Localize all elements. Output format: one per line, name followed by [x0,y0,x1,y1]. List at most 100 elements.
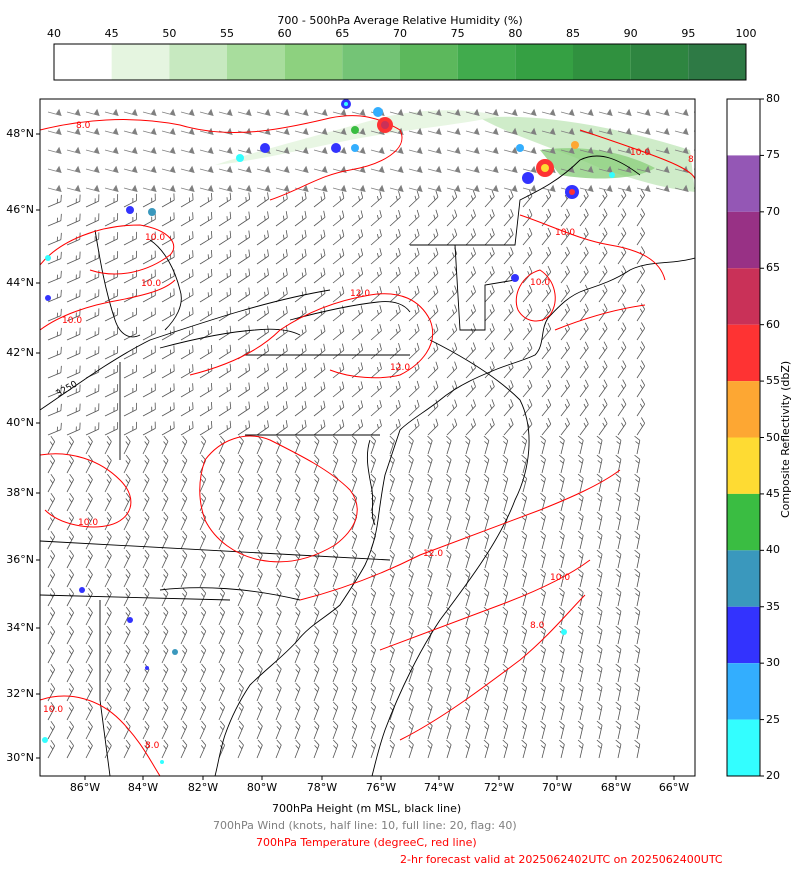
wind-barb [484,418,495,436]
wind-barb [577,739,584,759]
wind-barb [464,644,471,664]
wind-barb [370,739,377,759]
wind-barb [636,208,646,227]
wind-barb [634,492,641,512]
wind-barb [313,549,320,569]
wind-barb [180,184,195,193]
wind-barb [541,284,552,303]
wind-barb [161,530,169,550]
wind-barb [313,286,326,303]
wind-barb [596,701,603,721]
reflectivity-colorbar-segment [727,663,760,720]
wind-barb [237,401,251,417]
wind-barb [275,530,282,550]
wind-barb [256,587,263,607]
wind-barb [579,208,589,227]
wind-barb [256,382,269,398]
wind-barb [521,511,527,531]
rh-colorbar-tick: 65 [335,27,350,40]
wind-barb [408,399,420,417]
wind-barb [180,345,194,360]
wind-barb [199,492,207,512]
wind-barb [427,184,442,193]
wind-barb [558,473,565,493]
contour-labels: 8.0 10.0 10.0 10.0 10.0 12.0 12.0 10.0 10.0 10.0 1… [43,121,695,751]
wind-barb [596,549,603,569]
wind-barb [558,435,565,455]
wind-barb [294,435,301,455]
wind-barb [47,365,62,379]
wind-barb [636,127,651,136]
wind-barb [408,266,420,284]
wind-barb [521,492,527,512]
wind-barb [503,342,514,360]
wind-barb [351,701,358,721]
wind-barb [256,249,269,265]
wind-barb [199,473,207,493]
wind-barb [465,304,476,322]
wind-barb [218,606,225,626]
wind-barb [199,739,207,759]
wind-barb [427,418,439,436]
reflectivity-cell [344,102,348,106]
wind-barb [47,327,62,341]
wind-barb [66,606,74,626]
wind-barb [85,213,100,227]
wind-barb [199,306,213,322]
wind-barb [123,345,137,360]
wind-barb [104,454,112,474]
wind-barb [123,587,131,607]
wind-barb [540,473,546,493]
wind-barb [351,720,358,740]
wind-barb [503,323,514,341]
wind-barb [161,587,169,607]
wind-barb [85,492,93,512]
wind-barb [502,644,509,664]
wind-barb [332,419,345,436]
wind-barb [161,165,176,174]
wind-barb [560,360,570,379]
wind-barb [427,146,442,155]
wind-barb [332,720,339,740]
wind-barb [218,127,233,136]
longitude-tick-label: 78°W [306,781,338,794]
wind-barb [598,398,608,417]
wind-barb [408,549,414,569]
rh-colorbar-segment [515,44,573,80]
wind-barb [47,587,56,607]
wind-barb [503,165,518,174]
wind-barb [541,398,552,417]
wind-barb [370,606,377,626]
wind-barb [522,189,533,208]
wind-barb [85,568,93,588]
reflectivity-cell [351,144,359,152]
wind-barb [142,165,157,174]
wind-barb [577,663,584,683]
wind-barb [483,473,490,493]
wind-barb [294,381,307,398]
wind-barb [313,701,320,721]
wind-barb [142,307,156,322]
wind-barb [503,285,514,303]
wind-barb [294,419,307,436]
temperature-contour-label: 10.0 [141,279,161,289]
latitude-tick-label: 44°N [6,276,34,289]
wind-barb [275,401,288,417]
wind-barb [351,108,366,117]
wind-barb [332,454,339,474]
wind-barb [180,625,188,645]
wind-barb [351,682,358,702]
wind-barb [199,420,213,436]
wind-barb [464,739,471,759]
wind-barb [180,473,188,493]
wind-barb [237,511,244,531]
wind-barb [332,587,339,607]
wind-barb [294,267,307,284]
wind-barb [634,682,641,702]
wind-barb [634,511,641,531]
wind-barb [256,701,263,721]
wind-barb [579,360,589,379]
wind-barb [503,418,514,436]
wind-barb [445,682,452,702]
wind-barb [275,146,290,155]
